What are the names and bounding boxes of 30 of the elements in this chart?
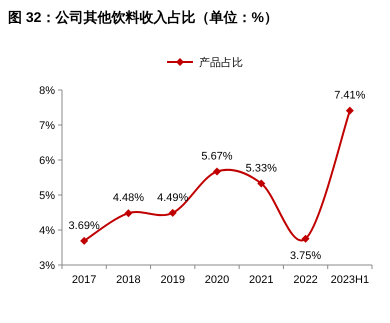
text: 5.67%	[201, 150, 233, 163]
x-tick-label: 2022	[293, 274, 318, 286]
point	[213, 168, 221, 176]
text: 5.33%	[246, 162, 277, 174]
x-tick-label: 2018	[116, 274, 141, 286]
text: 4.48%	[112, 192, 144, 204]
point	[124, 209, 132, 218]
text: 3.75%	[290, 250, 322, 262]
chart-title: 图 32：公司其他饮料收入占比（单位：%）	[8, 9, 278, 25]
text: 7.41%	[334, 90, 366, 102]
legend: 产品占比	[167, 57, 243, 69]
x-tick-label: 2023H1	[330, 274, 370, 286]
y-tick-label: 4%	[39, 225, 56, 237]
y-tick-label: 8%	[39, 85, 56, 97]
legend-label: 产品占比	[199, 56, 243, 69]
x-tick-label: 2021	[249, 274, 274, 286]
point	[346, 106, 354, 115]
x-tick-label: 2017	[72, 274, 96, 286]
x-tick-label: 2019	[160, 274, 185, 286]
text: 3.69%	[68, 220, 100, 232]
point	[302, 234, 310, 243]
y-tick-label: 7%	[39, 120, 56, 132]
y-tick-label: 6%	[39, 155, 56, 167]
point	[168, 208, 177, 217]
text: 4.49%	[157, 192, 188, 204]
point	[80, 236, 88, 245]
x-tick-label: 2020	[204, 274, 230, 286]
point	[257, 179, 266, 188]
y-tick-label: 3%	[39, 260, 56, 272]
y-tick-label: 5%	[39, 190, 56, 202]
